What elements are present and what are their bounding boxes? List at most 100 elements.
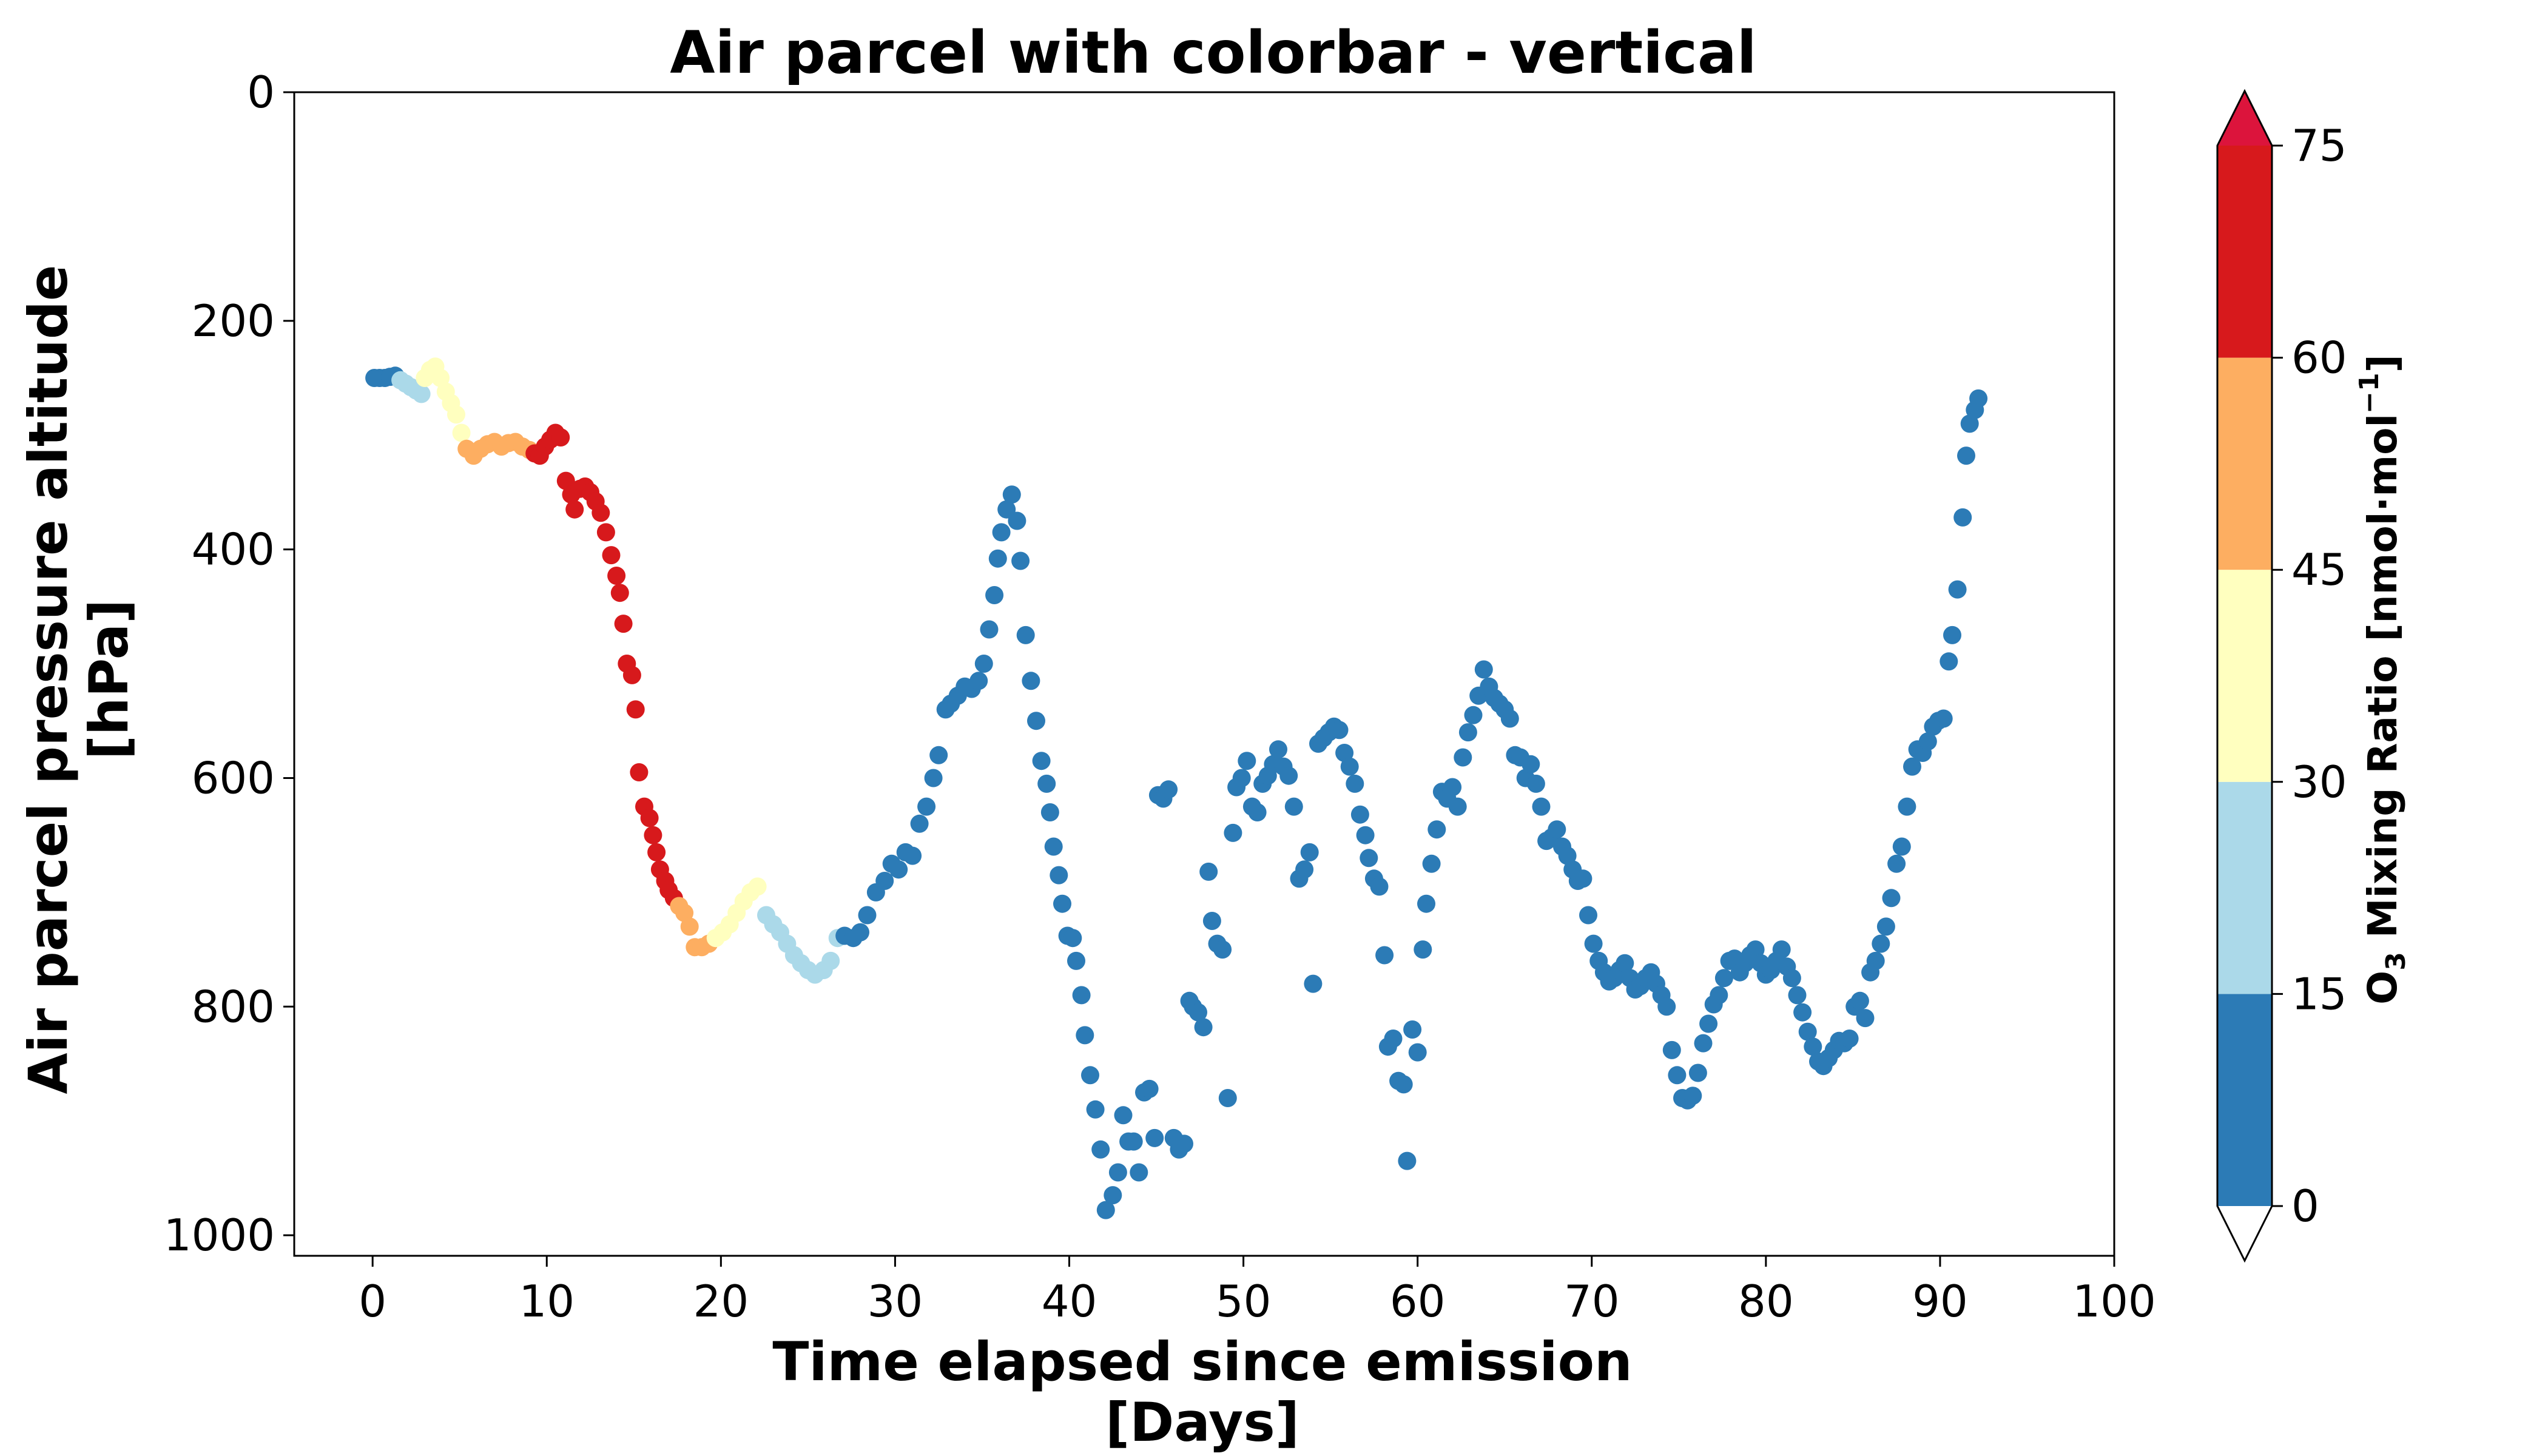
scatter-point	[556, 471, 575, 490]
scatter-point	[851, 923, 869, 942]
scatter-point	[858, 906, 877, 925]
scatter-point	[1096, 1201, 1115, 1219]
scatter-point	[1248, 803, 1267, 821]
scatter-point	[1584, 934, 1603, 953]
colorbar-segment	[2217, 570, 2272, 782]
scatter-point	[1866, 951, 1885, 970]
scatter-point	[614, 615, 633, 633]
scatter-point	[675, 903, 694, 922]
scatter-points	[365, 357, 1988, 1219]
scatter-point	[1016, 625, 1035, 644]
scatter-point	[1960, 414, 1979, 433]
x-tick-label: 30	[868, 1276, 923, 1327]
colorbar-segment	[2217, 146, 2272, 358]
scatter-point	[1688, 1063, 1707, 1082]
scatter-point	[1798, 1022, 1817, 1041]
scatter-point	[1145, 1128, 1164, 1147]
scatter-point	[565, 500, 584, 519]
scatter-point	[1335, 744, 1354, 762]
y-tick-label: 600	[192, 752, 275, 803]
scatter-point	[1330, 721, 1349, 740]
scatter-point	[1081, 1066, 1099, 1085]
scatter-point	[1072, 986, 1091, 1005]
scatter-point	[1356, 826, 1375, 844]
scatter-point	[1224, 823, 1242, 842]
scatter-point	[1616, 954, 1634, 972]
scatter-point	[1008, 511, 1026, 530]
scatter-point	[596, 523, 615, 542]
scatter-point	[1050, 866, 1068, 885]
scatter-point	[1699, 1014, 1718, 1033]
scatter-point	[1232, 769, 1251, 787]
scatter-point	[1189, 1003, 1207, 1022]
colorbar	[2216, 89, 2273, 1263]
scatter-point	[640, 809, 659, 827]
x-tick-label: 40	[1042, 1276, 1097, 1327]
scatter-point	[1558, 846, 1577, 865]
x-tick-label: 80	[1738, 1276, 1794, 1327]
colorbar-tick-label: 75	[2291, 120, 2347, 171]
x-axis-ticks: 0 10 20 30 40 50 60 70 80 90 100	[359, 1256, 2156, 1327]
scatter-point	[1448, 797, 1467, 816]
scatter-point	[1782, 969, 1801, 988]
scatter-point	[1027, 712, 1045, 730]
scatter-point	[1417, 894, 1435, 913]
scatter-point	[969, 672, 988, 690]
scatter-point	[1104, 1186, 1122, 1205]
y-axis-label-line2: [hPa]	[78, 599, 140, 760]
scatter-point	[1957, 447, 1975, 465]
scatter-point	[610, 584, 629, 602]
scatter-point	[1360, 849, 1378, 868]
scatter-point	[1793, 1003, 1812, 1022]
scatter-point	[875, 872, 894, 890]
y-tick-label: 0	[247, 67, 275, 118]
colorbar-ticks: 0 15 30 45 60 75	[2272, 120, 2347, 1232]
y-tick-label: 200	[192, 295, 275, 346]
scatter-point	[1076, 1026, 1094, 1045]
scatter-point	[680, 917, 699, 936]
colorbar-tick-label: 30	[2291, 757, 2347, 807]
scatter-point	[592, 504, 610, 522]
colorbar-tick-label: 60	[2291, 332, 2347, 383]
x-tick-label: 70	[1564, 1276, 1620, 1327]
scatter-point	[622, 666, 641, 684]
colorbar-extend-min	[2217, 1206, 2272, 1261]
colorbar-segment	[2217, 781, 2272, 994]
scatter-point	[447, 405, 465, 424]
scatter-point	[1918, 732, 1937, 751]
scatter-point	[1398, 1151, 1417, 1170]
scatter-point	[1526, 774, 1545, 793]
scatter-point	[1063, 929, 1082, 948]
y-tick-label: 1000	[164, 1210, 275, 1261]
colorbar-tick-label: 45	[2291, 544, 2347, 595]
scatter-point	[1213, 940, 1232, 959]
colorbar-tick-label: 0	[2291, 1181, 2319, 1232]
plot-frame	[293, 91, 2115, 1257]
scatter-point	[431, 369, 450, 387]
scatter-point	[988, 549, 1007, 568]
scatter-point	[889, 860, 908, 879]
scatter-point	[1350, 805, 1369, 824]
y-tick-label: 400	[192, 524, 275, 575]
scatter-point	[1408, 1043, 1427, 1062]
scatter-point	[1086, 1100, 1105, 1119]
scatter-point	[1340, 757, 1359, 776]
scatter-point	[1269, 740, 1287, 759]
scatter-point	[917, 797, 936, 816]
scatter-point	[1140, 1079, 1159, 1098]
scatter-point	[1238, 752, 1256, 770]
scatter-point	[1040, 803, 1059, 821]
scatter-point	[647, 843, 666, 861]
scatter-point	[1887, 854, 1906, 873]
y-axis-ticks: 0 200 400 600 800 1000	[164, 67, 294, 1261]
scatter-point	[1934, 709, 1953, 728]
scatter-point	[1053, 894, 1071, 913]
scatter-point	[1898, 797, 1916, 816]
scatter-point	[1579, 906, 1597, 925]
scatter-point	[1662, 1040, 1681, 1059]
scatter-point	[1124, 1132, 1143, 1151]
scatter-point	[412, 385, 431, 403]
scatter-point	[626, 700, 645, 719]
x-tick-label: 60	[1390, 1276, 1446, 1327]
scatter-point	[974, 655, 993, 673]
